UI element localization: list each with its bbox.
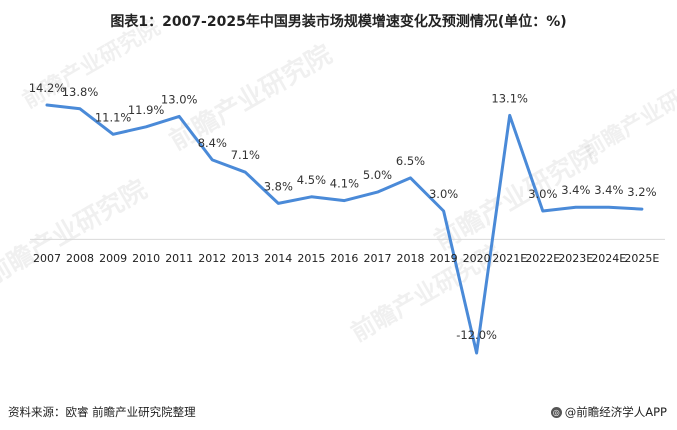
x-tick-label: 2022E xyxy=(525,252,560,265)
data-label: 6.5% xyxy=(396,154,425,168)
data-label: 8.4% xyxy=(198,136,227,150)
data-label: 13.1% xyxy=(491,91,528,105)
data-label: 4.1% xyxy=(330,177,359,191)
data-label: 3.4% xyxy=(561,183,590,197)
data-label: 3.0% xyxy=(528,187,557,201)
series-line xyxy=(45,103,644,355)
data-label: -12.0% xyxy=(456,328,497,342)
x-tick-label: 2016 xyxy=(330,252,358,265)
brand-logo-icon: ◎ xyxy=(550,406,562,418)
x-tick-label: 2007 xyxy=(33,252,61,265)
data-label: 7.1% xyxy=(231,148,260,162)
x-tick-label: 2024E xyxy=(591,252,626,265)
x-tick-label: 2017 xyxy=(364,252,392,265)
data-label: 14.2% xyxy=(29,81,66,95)
x-tick-label: 2020 xyxy=(463,252,491,265)
data-label: 13.0% xyxy=(161,92,198,106)
x-tick-label: 2012 xyxy=(198,252,226,265)
x-tick-label: 2011 xyxy=(165,252,193,265)
data-labels: 14.2%13.8% 11.1%11.9%13.0% 8.4% 7.1% 3.8% 4.5… xyxy=(29,81,657,342)
data-label: 3.4% xyxy=(594,183,623,197)
data-label: 3.2% xyxy=(627,185,656,199)
data-label: 3.8% xyxy=(264,179,293,193)
watermark-text: 前瞻产业研究院 xyxy=(578,64,677,164)
x-tick-label: 2014 xyxy=(264,252,292,265)
brand-credit: ◎ @前瞻经济学人APP xyxy=(550,404,667,420)
x-tick-label: 2015 xyxy=(297,252,325,265)
x-tick-label: 2009 xyxy=(99,252,127,265)
x-axis-tick-labels: 2007 2008 2009 2010 2011 2012 2013 2014 2015 2016… xyxy=(33,252,659,265)
data-label: 5.0% xyxy=(363,168,392,182)
data-label: 3.0% xyxy=(429,187,458,201)
data-label: 11.9% xyxy=(128,103,165,117)
source-note: 资料来源：欧睿 前瞻产业研究院整理 xyxy=(8,405,196,419)
data-label: 13.8% xyxy=(62,85,99,99)
x-tick-label: 2025E xyxy=(624,252,659,265)
x-tick-label: 2013 xyxy=(231,252,259,265)
watermark-text: 前瞻产业研究院 xyxy=(0,174,152,292)
x-tick-label: 2010 xyxy=(132,252,160,265)
chart-title: 图表1：2007-2025年中国男装市场规模增速变化及预测情况(单位：%) xyxy=(110,14,567,30)
x-tick-label: 2008 xyxy=(66,252,94,265)
x-tick-label: 2019 xyxy=(430,252,458,265)
data-label: 4.5% xyxy=(297,173,326,187)
x-tick-label: 2021E xyxy=(492,252,527,265)
data-label: 11.1% xyxy=(95,110,132,124)
brand-text: @前瞻经济学人APP xyxy=(564,405,667,419)
x-tick-label: 2018 xyxy=(397,252,425,265)
x-tick-label: 2023E xyxy=(558,252,593,265)
